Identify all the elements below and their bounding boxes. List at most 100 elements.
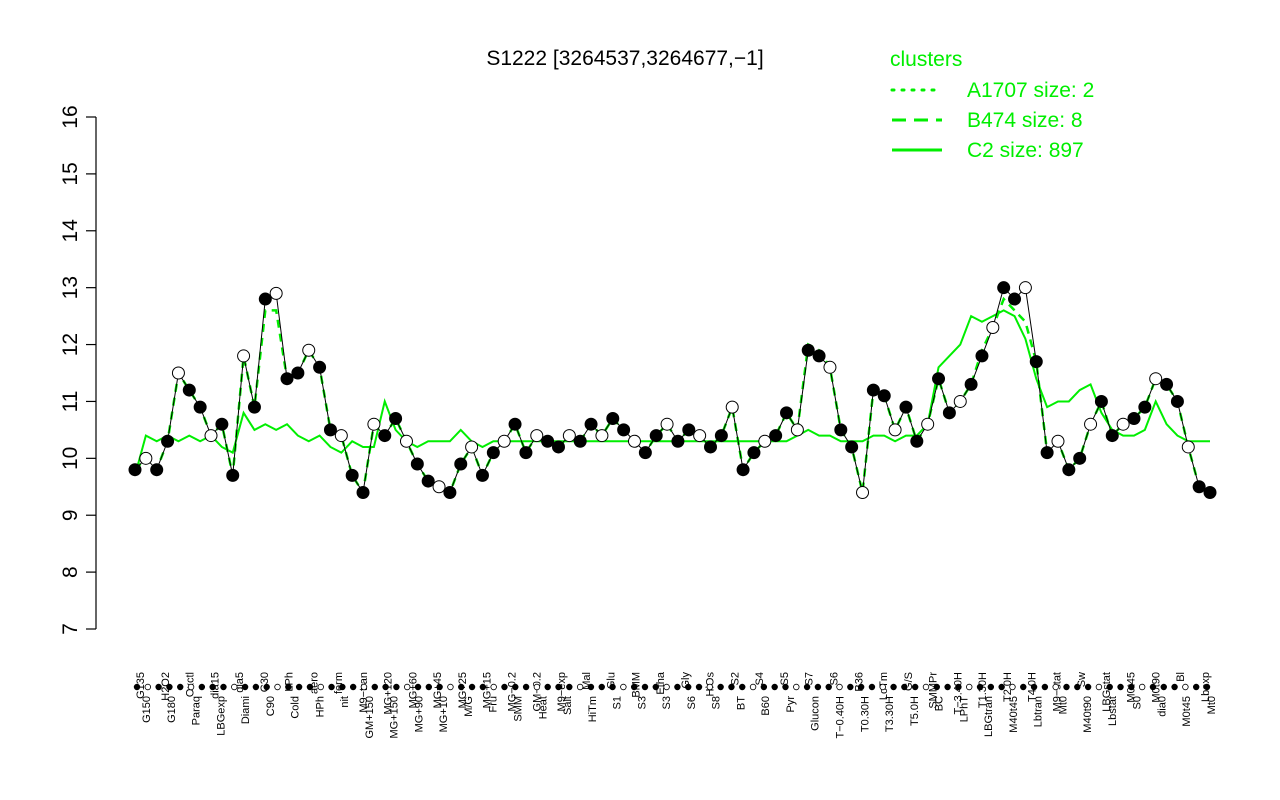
x-tick-label: LBGexp (215, 696, 227, 736)
rug-mark (393, 683, 400, 691)
x-tick-label: G180 (166, 696, 178, 723)
rug-mark (933, 683, 940, 691)
rug-mark (1171, 683, 1178, 691)
rug-mark (685, 683, 692, 691)
data-point (845, 440, 859, 454)
rug-mark (1182, 683, 1189, 691)
rug-mark (857, 683, 865, 691)
rug-mark (382, 683, 389, 691)
data-point (171, 366, 185, 380)
x-tick-label: Mt0 (1206, 696, 1218, 714)
rug-mark (674, 683, 681, 691)
x-tick-label: Pyr (785, 696, 797, 713)
data-point (1094, 394, 1108, 408)
x-tick-label: MG+150 (389, 696, 401, 739)
rug-mark (782, 683, 789, 691)
x-tick-label: Fru (488, 696, 500, 713)
x-tick-label: LBGtran (983, 696, 995, 737)
y-tick-label: 12 (59, 333, 82, 356)
rug-mark (1030, 683, 1038, 691)
x-tick-label: T−0.40H (834, 696, 846, 739)
data-point (1008, 292, 1022, 306)
data-point (323, 423, 337, 437)
data-point (150, 463, 164, 477)
data-point (1181, 440, 1195, 454)
data-point (921, 417, 935, 431)
rug-mark (328, 683, 335, 691)
data-point (1105, 429, 1119, 443)
rug-mark (263, 683, 270, 691)
rug-mark (371, 683, 378, 691)
x-tick-label: S8 (711, 696, 723, 709)
rug-mark (177, 683, 184, 691)
rug-mark (133, 683, 141, 691)
data-point (193, 400, 207, 414)
rug-mark (1020, 683, 1027, 691)
x-tick-label: Paraq (191, 696, 203, 725)
rug-mark (825, 683, 832, 691)
x-tick-label: SMMPr (928, 672, 940, 709)
x-tick-label: M9−stat (1051, 672, 1063, 711)
rug-mark (555, 683, 562, 691)
y-tick-label: 15 (59, 162, 82, 185)
x-tick-label: MG+10 (438, 696, 450, 732)
x-tick-label: G150 (141, 696, 153, 723)
x-tick-label: G135 (135, 672, 147, 699)
rug-mark (317, 683, 324, 691)
data-point (1073, 451, 1087, 465)
data-point (302, 343, 316, 357)
data-point (638, 446, 652, 460)
rug-mark (512, 683, 519, 691)
rug-mark (976, 683, 984, 691)
data-point (421, 474, 435, 488)
data-point (1170, 394, 1184, 408)
y-tick-label: 8 (59, 566, 82, 578)
rug-mark (1009, 683, 1016, 691)
rug-mark (306, 683, 314, 691)
data-point (345, 468, 359, 482)
data-point (182, 383, 196, 397)
data-point (161, 434, 175, 448)
x-tick-label: LBGstat (1101, 672, 1113, 712)
chart-title: S1222 [3264537,3264677,−1] (486, 47, 763, 70)
x-tick-label: Heat (537, 696, 549, 719)
x-tick-label: T2.0H (1002, 672, 1014, 702)
data-point (1127, 412, 1141, 426)
legend-entries: A1707 size: 2 B474 size: 8 C2 size: 897 (890, 79, 1094, 162)
x-tick-label: MG+60 (407, 672, 419, 708)
data-point (475, 468, 489, 482)
data-point (671, 434, 685, 448)
x-tick-label: Glucon (810, 696, 822, 731)
legend: clusters A1707 size: 2 B474 size: 8 C2 siz… (890, 48, 1094, 162)
rug-mark (566, 683, 573, 691)
rug-mark (544, 683, 551, 691)
rug-mark (760, 683, 768, 691)
legend-title: clusters (890, 48, 962, 71)
data-point (953, 394, 967, 408)
x-tick-label: S4 (754, 672, 766, 685)
x-tick-label: Sw (1076, 672, 1088, 687)
rug-mark (695, 683, 703, 691)
y-ticks: 7 8 9 10 11 12 13 14 15 16 (59, 105, 96, 635)
legend-label: A1707 size: 2 (967, 79, 1094, 102)
x-tick-label: Bl (1175, 672, 1187, 682)
data-point (1062, 463, 1076, 477)
data-point (389, 412, 403, 426)
x-tick-label: M/G (463, 696, 475, 717)
data-point (769, 429, 783, 443)
rug-mark (285, 683, 292, 691)
data-point (237, 349, 251, 363)
data-point (682, 423, 696, 437)
rug-mark (1095, 683, 1103, 691)
data-point (551, 440, 565, 454)
x-tick-label: M9−tran (358, 672, 370, 713)
data-point (215, 417, 229, 431)
x-tick-label: T1.30H (977, 672, 989, 708)
y-tick-label: 13 (59, 276, 82, 299)
rug-mark (501, 683, 508, 691)
rug-mark (360, 683, 368, 691)
x-tick-label: MG−0.2 (507, 672, 519, 711)
x-tick-label: M40t90 (1082, 696, 1094, 733)
rug-mark (436, 683, 443, 691)
x-tick-label: LPhT (958, 696, 970, 723)
